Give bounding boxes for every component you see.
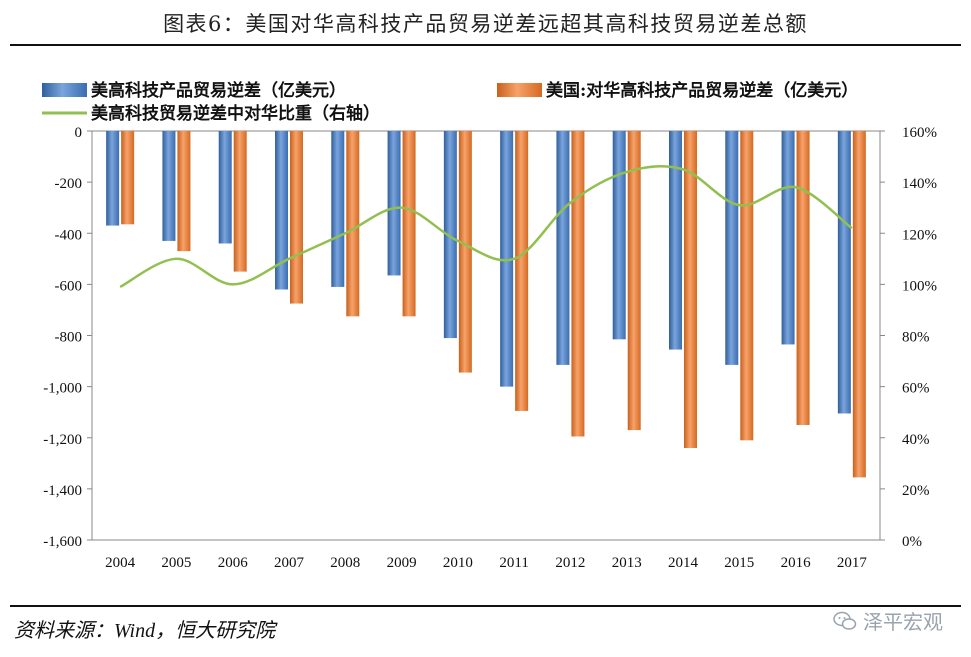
chart-figure: 美高科技产品贸易逆差（亿美元） 美国:对华高科技产品贸易逆差（亿美元） 美高科技… [42, 80, 937, 571]
y-right-tick-label: 0% [902, 534, 922, 550]
bar-us-china-hightech-deficit [233, 131, 247, 272]
bar-us-hightech-deficit [106, 131, 120, 226]
source-note: 资料来源：Wind，恒大研究院 [14, 620, 276, 642]
bar-us-hightech-deficit [725, 131, 739, 365]
y-right-tick-label: 120% [902, 227, 937, 243]
x-tick-label: 2007 [274, 555, 305, 571]
bar-us-china-hightech-deficit [571, 131, 585, 437]
x-tick-label: 2004 [105, 555, 136, 571]
bar-us-china-hightech-deficit [402, 131, 416, 317]
y-left-tick-label: -1,400 [43, 483, 82, 499]
chart-legend: 美高科技产品贸易逆差（亿美元） 美国:对华高科技产品贸易逆差（亿美元） 美高科技… [42, 80, 858, 124]
bar-us-china-hightech-deficit [684, 131, 697, 448]
bar-us-china-hightech-deficit [740, 131, 754, 441]
bar-us-hightech-deficit [162, 131, 176, 241]
bar-us-hightech-deficit [669, 131, 682, 350]
chart-title: 图表6：美国对华高科技产品贸易逆差远超其高科技贸易逆差总额 [163, 12, 808, 36]
line-china-share [119, 165, 853, 289]
y-right-tick-label: 80% [902, 330, 930, 346]
y-left-tick-label: -400 [55, 227, 83, 243]
bar-us-hightech-deficit [443, 131, 457, 339]
bar-us-china-hightech-deficit [458, 131, 472, 373]
y-left-tick-label: 0 [75, 125, 83, 141]
y-right-tick-label: 140% [902, 176, 937, 192]
bar-us-china-hightech-deficit [515, 131, 529, 411]
watermark: 泽平宏观 [833, 606, 943, 635]
y-right-tick-label: 60% [902, 381, 930, 397]
bar-us-hightech-deficit [837, 131, 851, 414]
legend-label-3: 美高科技贸易逆差中对华比重（右轴） [91, 103, 380, 124]
bar-us-china-hightech-deficit [346, 131, 360, 317]
bar-us-china-hightech-deficit [796, 131, 810, 425]
x-tick-label: 2017 [837, 555, 868, 571]
y-right-tick-label: 100% [902, 278, 937, 294]
x-tick-label: 2015 [724, 555, 754, 571]
legend-swatch-orange [497, 83, 542, 97]
y-left-tick-label: -1,600 [43, 534, 82, 550]
watermark-text: 泽平宏观 [863, 610, 943, 634]
y-left-tick-label: -600 [55, 278, 83, 294]
y-left-tick-label: -200 [55, 176, 83, 192]
plot-area: 0 -200 -400 -600 -800 -1,000 -1,200 -1,400 -1,60… [43, 125, 937, 571]
x-tick-label: 2012 [555, 555, 585, 571]
bar-us-hightech-deficit [612, 131, 626, 340]
bar-us-hightech-deficit [781, 131, 795, 345]
y-right-tick-label: 40% [902, 432, 930, 448]
legend-swatch-blue [42, 83, 87, 97]
bar-us-china-hightech-deficit [290, 131, 303, 304]
y-left-tick-label: -1,200 [43, 432, 82, 448]
x-tick-label: 2013 [612, 555, 642, 571]
y-right-tick-label: 160% [902, 125, 937, 141]
x-tick-label: 2016 [781, 555, 812, 571]
top-rule [10, 44, 961, 46]
bar-us-hightech-deficit [387, 131, 401, 276]
bar-us-china-hightech-deficit [627, 131, 641, 431]
legend-label-1: 美高科技产品贸易逆差（亿美元） [91, 80, 346, 101]
y-left-tick-label: -1,000 [43, 381, 82, 397]
x-tick-label: 2011 [499, 555, 528, 571]
wechat-icon [833, 611, 857, 630]
bar-us-hightech-deficit [275, 131, 288, 290]
bar-us-hightech-deficit [331, 131, 345, 287]
bar-us-china-hightech-deficit [177, 131, 191, 252]
legend-label-2: 美国:对华高科技产品贸易逆差（亿美元） [546, 80, 858, 101]
y-left-tick-label: -800 [55, 330, 83, 346]
x-tick-label: 2010 [443, 555, 473, 571]
bar-us-china-hightech-deficit [121, 131, 135, 225]
x-tick-label: 2014 [668, 555, 699, 571]
x-tick-label: 2009 [387, 555, 417, 571]
x-tick-label: 2008 [330, 555, 360, 571]
bar-us-hightech-deficit [556, 131, 570, 365]
bar-us-china-hightech-deficit [852, 131, 866, 478]
bottom-rule [10, 605, 961, 607]
bar-us-hightech-deficit [500, 131, 514, 387]
y-right-tick-label: 20% [902, 483, 930, 499]
bar-us-hightech-deficit [218, 131, 232, 244]
x-tick-label: 2005 [161, 555, 191, 571]
x-tick-label: 2006 [218, 555, 249, 571]
